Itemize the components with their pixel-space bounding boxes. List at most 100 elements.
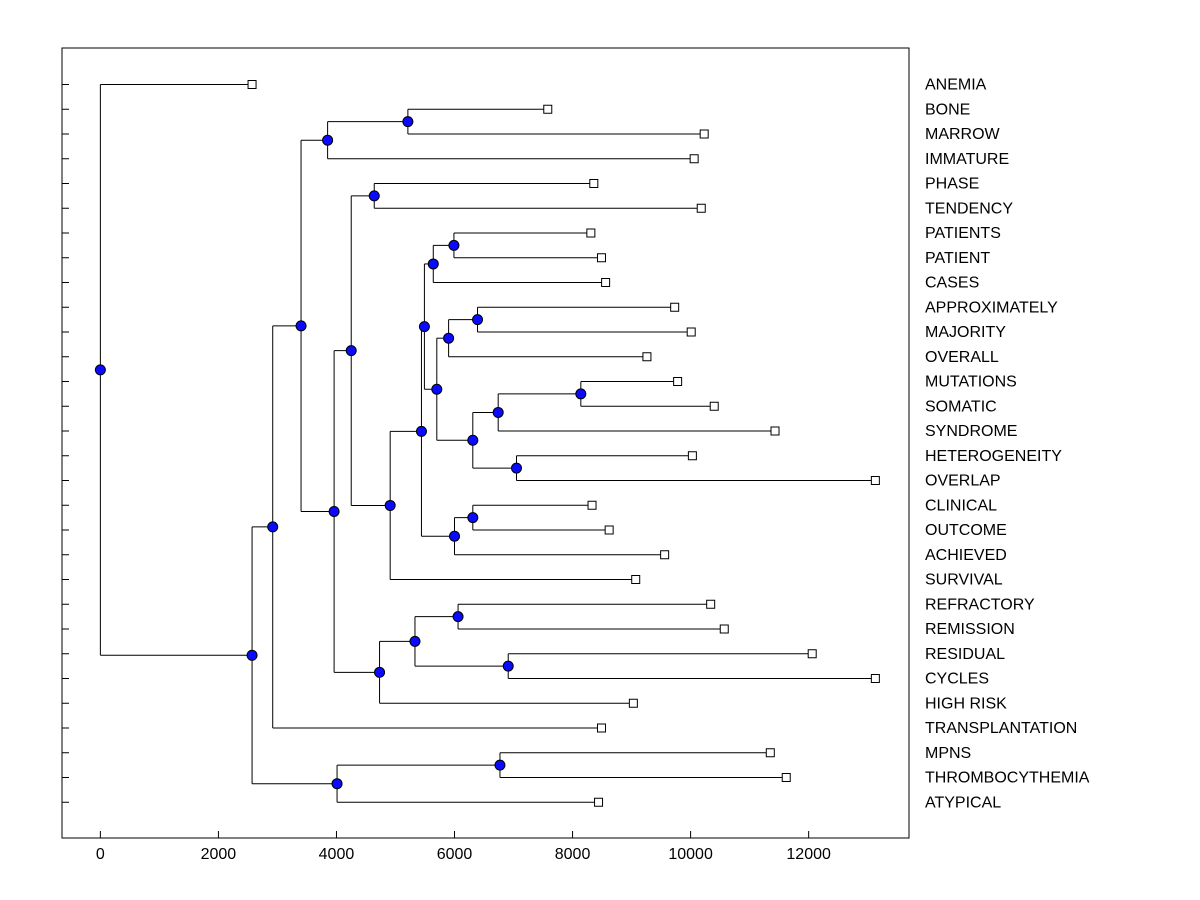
merge-node-n1 bbox=[402, 116, 414, 128]
merge-node-n11 bbox=[467, 434, 479, 446]
leaf-label-high-risk: HIGH RISK bbox=[925, 695, 1007, 712]
leaf-marker-heterogeneity bbox=[687, 451, 697, 461]
merge-node-n20 bbox=[502, 660, 514, 672]
leaf-marker-remission bbox=[719, 624, 729, 634]
merge-node-n2 bbox=[322, 134, 334, 146]
x-tick-label: 0 bbox=[96, 846, 105, 863]
leaf-label-thrombocythemia: THROMBOCYTHEMIA bbox=[925, 770, 1090, 787]
merge-node-n6 bbox=[472, 314, 484, 326]
merge-node-n4 bbox=[448, 239, 460, 251]
leaf-marker-cycles bbox=[870, 674, 880, 683]
leaf-label-phase: PHASE bbox=[925, 176, 979, 193]
leaf-label-achieved: ACHIEVED bbox=[925, 547, 1007, 564]
merge-node-n5 bbox=[427, 258, 439, 270]
x-tick-label: 6000 bbox=[437, 846, 473, 863]
leaf-label-refractory: REFRACTORY bbox=[925, 596, 1035, 613]
merge-nodes bbox=[94, 116, 587, 790]
x-axis: 0 2000 4000 6000 8000 10000 12000 bbox=[96, 831, 831, 863]
leaf-marker-phase bbox=[589, 179, 599, 188]
x-tick-label: 10000 bbox=[668, 846, 713, 863]
leaf-label-anemia: ANEMIA bbox=[925, 77, 987, 94]
leaf-marker-immature bbox=[689, 154, 699, 164]
merge-node-n19 bbox=[452, 611, 464, 623]
merge-node-n27 bbox=[331, 778, 343, 790]
leaf-label-approximately: APPROXIMATELY bbox=[925, 299, 1058, 316]
leaf-marker-anemia bbox=[247, 80, 257, 89]
merge-node-n16 bbox=[415, 425, 427, 437]
merge-node-n22 bbox=[374, 666, 386, 678]
leaf-label-mpns: MPNS bbox=[925, 745, 971, 762]
dendrogram-links bbox=[99, 84, 876, 803]
leaf-marker-outcome bbox=[604, 525, 614, 535]
leaf-label-transplantation: TRANSPLANTATION bbox=[925, 720, 1077, 737]
plot-frame bbox=[61, 47, 910, 839]
merge-node-n12 bbox=[431, 383, 443, 395]
leaf-label-cases: CASES bbox=[925, 275, 979, 292]
x-tick-label: 4000 bbox=[319, 846, 355, 863]
leaf-label-overlap: OVERLAP bbox=[925, 473, 1001, 490]
leaf-label-outcome: OUTCOME bbox=[925, 522, 1007, 539]
leaf-label-tendency: TENDENCY bbox=[925, 200, 1013, 217]
leaf-label-marrow: MARROW bbox=[925, 126, 1001, 143]
leaf-marker-transplantation bbox=[596, 723, 606, 733]
leaf-marker-patients bbox=[586, 228, 596, 238]
leaf-marker-somatic bbox=[709, 401, 719, 411]
leaf-label-survival: SURVIVAL bbox=[925, 572, 1003, 589]
x-tick-label: 12000 bbox=[786, 846, 831, 863]
leaf-markers bbox=[247, 80, 880, 807]
leaf-marker-residual bbox=[807, 649, 817, 659]
merge-node-n21 bbox=[409, 635, 421, 647]
leaf-label-somatic: SOMATIC bbox=[925, 398, 997, 415]
leaf-marker-overlap bbox=[870, 476, 880, 485]
merge-node-n7 bbox=[443, 332, 455, 344]
leaf-label-cycles: CYCLES bbox=[925, 671, 989, 688]
leaf-marker-overall bbox=[642, 352, 652, 362]
leaf-marker-approximately bbox=[670, 302, 680, 312]
leaf-marker-refractory bbox=[706, 599, 716, 609]
leaf-label-remission: REMISSION bbox=[925, 621, 1015, 638]
leaf-marker-survival bbox=[631, 575, 641, 584]
leaf-marker-mutations bbox=[673, 377, 683, 386]
leaf-label-residual: RESIDUAL bbox=[925, 646, 1005, 663]
leaf-marker-cases bbox=[601, 278, 611, 287]
merge-node-n23 bbox=[328, 505, 340, 517]
x-tick-label: 8000 bbox=[555, 846, 591, 863]
leaf-marker-tendency bbox=[696, 203, 706, 213]
leaf-label-patient: PATIENT bbox=[925, 250, 990, 267]
merge-node-n26 bbox=[494, 759, 506, 771]
leaf-marker-achieved bbox=[660, 550, 670, 560]
leaf-label-mutations: MUTATIONS bbox=[925, 374, 1017, 391]
leaf-label-patients: PATIENTS bbox=[925, 225, 1001, 242]
merge-node-n14 bbox=[467, 512, 479, 524]
leaf-label-clinical: CLINICAL bbox=[925, 497, 997, 514]
leaf-marker-high-risk bbox=[628, 698, 638, 708]
merge-node-n17 bbox=[384, 499, 396, 511]
leaf-label-majority: MAJORITY bbox=[925, 324, 1006, 341]
leaf-label-overall: OVERALL bbox=[925, 349, 999, 366]
leaf-marker-majority bbox=[686, 327, 696, 337]
leaf-marker-marrow bbox=[699, 129, 709, 139]
merge-node-n10 bbox=[510, 462, 522, 474]
leaf-marker-mpns bbox=[765, 748, 775, 758]
merge-node-n9 bbox=[492, 406, 504, 418]
leaf-marker-clinical bbox=[587, 500, 597, 510]
leaf-label-heterogeneity: HETEROGENEITY bbox=[925, 448, 1062, 465]
merge-node-n28 bbox=[246, 649, 258, 661]
merge-node-n8 bbox=[575, 388, 587, 400]
merge-node-n24 bbox=[295, 320, 307, 332]
leaf-label-bone: BONE bbox=[925, 101, 970, 118]
x-tick-label: 2000 bbox=[201, 846, 237, 863]
merge-node-n13 bbox=[418, 321, 430, 333]
merge-node-n25 bbox=[267, 521, 279, 533]
merge-node-n18 bbox=[345, 345, 357, 357]
leaf-marker-thrombocythemia bbox=[781, 773, 791, 782]
leaf-marker-patient bbox=[596, 253, 606, 263]
merge-node-n15 bbox=[449, 530, 461, 542]
leaf-label-atypical: ATYPICAL bbox=[925, 794, 1001, 811]
leaf-label-syndrome: SYNDROME bbox=[925, 423, 1017, 440]
merge-node-root bbox=[94, 364, 106, 376]
leaf-marker-atypical bbox=[594, 797, 604, 807]
merge-node-n3 bbox=[368, 190, 380, 202]
leaf-marker-syndrome bbox=[770, 426, 780, 436]
